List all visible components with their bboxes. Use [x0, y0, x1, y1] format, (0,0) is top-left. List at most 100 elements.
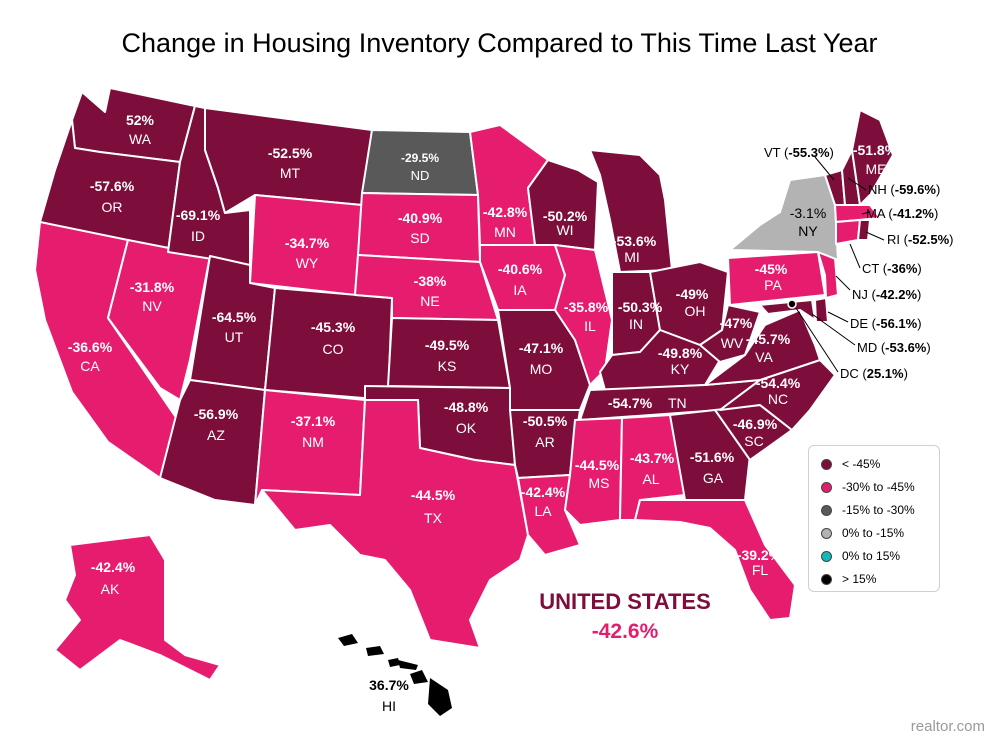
label-il-abbr: IL — [584, 318, 596, 334]
label-me-value: -51.8% — [853, 142, 898, 158]
legend-swatch — [821, 481, 832, 493]
legend-label: -30% to -45% — [842, 480, 915, 494]
label-sc-abbr: SC — [744, 433, 763, 449]
label-ok-value: -48.8% — [444, 399, 489, 415]
label-wa-value: 52% — [126, 112, 155, 128]
callout-nj: NJ (-42.2%) — [852, 287, 921, 302]
label-ms-value: -44.5% — [575, 457, 620, 473]
label-ar-value: -50.5% — [523, 413, 568, 429]
legend-label: < -45% — [842, 457, 881, 471]
state-va — [704, 309, 821, 386]
label-mn-abbr: MN — [494, 224, 516, 240]
label-ut-abbr: UT — [225, 329, 244, 345]
callout-ct: CT (-36%) — [862, 261, 922, 276]
state-il — [554, 244, 613, 386]
legend-item: -15% to -30% — [821, 500, 915, 520]
label-nc-value: -54.4% — [756, 375, 801, 391]
national-label: UNITED STATES — [539, 589, 711, 614]
legend-item: -30% to -45% — [821, 477, 915, 497]
label-mi-abbr: MI — [624, 249, 640, 265]
label-sd-value: -40.9% — [398, 210, 443, 226]
label-or-abbr: OR — [102, 199, 123, 215]
label-mt-value: -52.5% — [268, 145, 313, 161]
label-az-value: -56.9% — [194, 406, 239, 422]
label-nd-value: -29.5% — [401, 151, 439, 165]
state-sd — [357, 192, 481, 263]
label-ne-abbr: NE — [420, 293, 439, 309]
label-ny-value: -3.1% — [790, 205, 827, 221]
label-nm-value: -37.1% — [291, 413, 336, 429]
state-labels: 52% WA -57.6% OR -36.6% CA -31.8% NV -69… — [68, 112, 898, 714]
legend-swatch — [821, 458, 832, 470]
label-nm-abbr: NM — [302, 434, 324, 450]
label-ut-value: -64.5% — [212, 309, 257, 325]
label-mi-value: -53.6% — [612, 233, 657, 249]
label-wi-abbr: WI — [556, 222, 573, 238]
legend-item: > 15% — [821, 569, 876, 589]
legend-label: -15% to -30% — [842, 503, 915, 517]
state-dc — [787, 299, 797, 309]
label-wy-abbr: WY — [296, 255, 319, 271]
label-sc-value: -46.9% — [733, 416, 778, 432]
legend-label: 0% to -15% — [842, 526, 905, 540]
label-nv-abbr: NV — [142, 298, 162, 314]
legend-item: 0% to 15% — [821, 546, 900, 566]
state-ct — [835, 219, 861, 245]
label-ca-abbr: CA — [80, 358, 100, 374]
label-mt-abbr: MT — [280, 165, 301, 181]
state-wv — [699, 304, 761, 363]
label-la-value: -42.4% — [521, 484, 566, 500]
source-credit: realtor.com — [910, 718, 985, 735]
callout-dc: DC (25.1%) — [840, 366, 908, 381]
label-nv-value: -31.8% — [130, 279, 175, 295]
label-ok-abbr: OK — [456, 420, 477, 436]
legend-label: 0% to 15% — [842, 549, 901, 563]
label-co-abbr: CO — [323, 341, 344, 357]
legend-item: < -45% — [821, 454, 880, 474]
label-pa-abbr: PA — [764, 277, 782, 293]
state-ak — [54, 534, 221, 681]
label-va-value: -45.7% — [746, 331, 791, 347]
label-nd-abbr: ND — [411, 168, 430, 183]
label-al-abbr: AL — [642, 471, 659, 487]
legend-swatch — [821, 550, 832, 562]
label-nc-abbr: NC — [768, 391, 788, 407]
national-value: -42.6% — [591, 620, 659, 643]
label-or-value: -57.6% — [90, 178, 135, 194]
label-mo-value: -47.1% — [519, 340, 564, 356]
label-in-value: -50.3% — [618, 299, 663, 315]
label-az-abbr: AZ — [207, 427, 225, 443]
label-ms-abbr: MS — [589, 475, 610, 491]
label-ak-abbr: AK — [101, 581, 120, 597]
label-id-value: -69.1% — [176, 207, 221, 223]
label-wi-value: -50.2% — [543, 208, 588, 224]
state-ma — [834, 204, 881, 223]
label-ia-value: -40.6% — [498, 261, 543, 277]
callout-ri: RI (-52.5%) — [887, 232, 954, 247]
label-ky-abbr: KY — [671, 361, 690, 377]
label-ar-abbr: AR — [535, 434, 554, 450]
label-tn-value: -54.7% — [608, 395, 653, 411]
label-hi-value: 36.7% — [369, 677, 409, 693]
label-ky-value: -49.8% — [658, 345, 703, 361]
label-wy-value: -34.7% — [285, 235, 330, 251]
label-ne-value: -38% — [414, 273, 447, 289]
label-ia-abbr: IA — [513, 282, 527, 298]
label-hi-abbr: HI — [382, 698, 396, 714]
state-de — [814, 297, 829, 323]
label-ak-value: -42.4% — [91, 559, 136, 575]
legend-swatch — [821, 504, 832, 516]
label-sd-abbr: SD — [410, 230, 429, 246]
label-ga-abbr: GA — [703, 470, 724, 486]
label-al-value: -43.7% — [630, 450, 675, 466]
legend-swatch — [821, 527, 832, 539]
label-ga-value: -51.6% — [690, 449, 735, 465]
legend-swatch — [821, 573, 832, 585]
state-wi — [527, 159, 599, 251]
label-fl-abbr: FL — [752, 562, 769, 578]
label-oh-abbr: OH — [685, 303, 706, 319]
label-mn-value: -42.8% — [483, 204, 528, 220]
state-md — [759, 299, 816, 321]
